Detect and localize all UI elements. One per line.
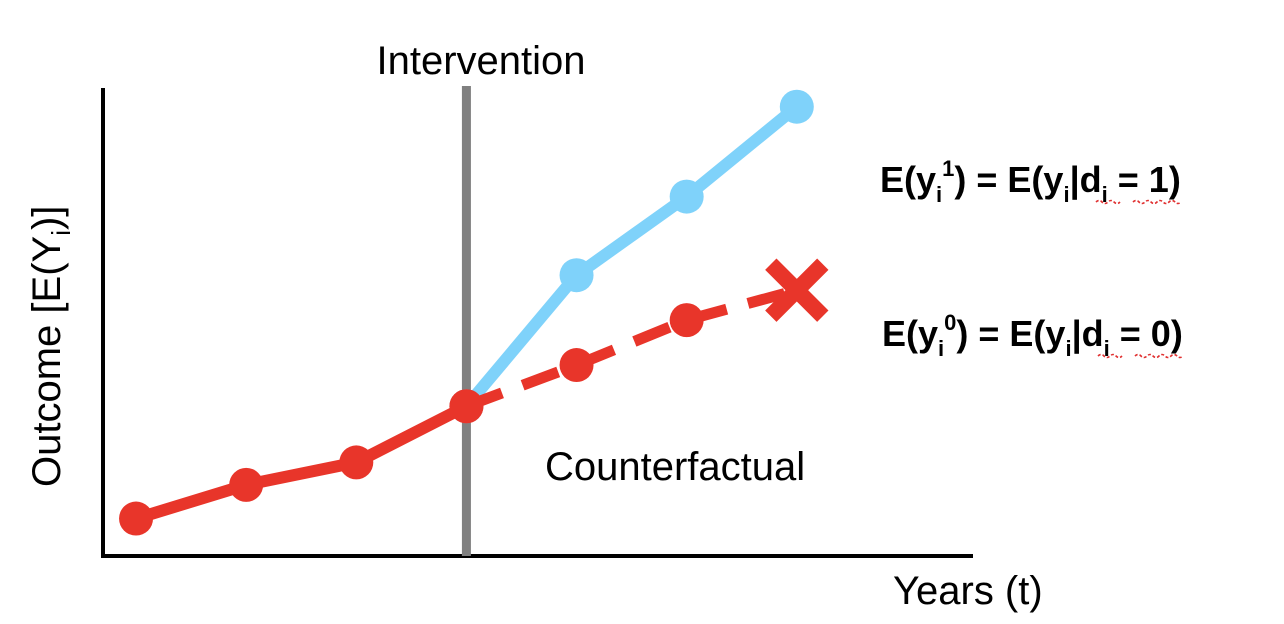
eq0-rhs: = 0) bbox=[1110, 313, 1183, 354]
pre-data-point bbox=[229, 467, 264, 502]
spellcheck-underline bbox=[1132, 199, 1182, 205]
eq1-d: d bbox=[1080, 159, 1102, 200]
pre-data-point bbox=[339, 445, 374, 480]
eq1-d-sub: i bbox=[1102, 182, 1108, 207]
spellcheck-underline bbox=[1095, 199, 1121, 205]
eq1-bar: | bbox=[1070, 159, 1080, 201]
eq0-y-sub: i bbox=[1065, 336, 1071, 361]
treated-data-point bbox=[669, 179, 704, 214]
treated-equation: E(yi1) = E(yi|di = 1) bbox=[880, 156, 1181, 207]
control-equation: E(yi0) = E(yi|di = 0) bbox=[882, 310, 1183, 361]
eq1-y-sub: i bbox=[1063, 182, 1069, 207]
treated-series-line bbox=[461, 102, 801, 411]
intervention-label: Intervention bbox=[376, 39, 585, 83]
treated-data-point bbox=[779, 89, 814, 124]
eq1-lhs: E(y bbox=[880, 159, 936, 200]
spellcheck-underline bbox=[1134, 353, 1184, 359]
eq0-lhs-sub: i bbox=[938, 336, 944, 361]
eq1-mid: ) = E( bbox=[954, 159, 1043, 200]
counterfactual-data-point bbox=[669, 303, 704, 338]
series-layer bbox=[119, 89, 829, 536]
counterfactual-label: Counterfactual bbox=[545, 445, 805, 489]
eq1-y: y bbox=[1043, 159, 1063, 200]
eq0-mid: ) = E( bbox=[956, 313, 1045, 354]
pre-data-point bbox=[449, 389, 484, 424]
y-axis-label-end: )] bbox=[25, 206, 69, 230]
treated-data-point bbox=[559, 258, 594, 293]
counterfactual-end-x-marker bbox=[765, 258, 829, 322]
spellcheck-underline bbox=[1097, 353, 1123, 359]
eq0-d-sub: i bbox=[1104, 336, 1110, 361]
pre-series-line bbox=[134, 400, 470, 525]
y-axis-label: Outcome [E(Yi)] bbox=[25, 206, 76, 487]
eq0-lhs-sup: 0 bbox=[944, 310, 956, 335]
eq0-y: y bbox=[1045, 313, 1065, 354]
eq0-bar: | bbox=[1072, 313, 1082, 355]
pre-data-point bbox=[119, 501, 154, 536]
y-axis-label-main: Outcome [E(Y bbox=[25, 236, 69, 487]
eq1-rhs: = 1) bbox=[1108, 159, 1181, 200]
eq0-lhs: E(y bbox=[882, 313, 938, 354]
x-axis-label: Years (t) bbox=[893, 569, 1043, 613]
counterfactual-data-point bbox=[559, 348, 594, 383]
eq1-lhs-sub: i bbox=[936, 182, 942, 207]
eq1-lhs-sup: 1 bbox=[942, 156, 954, 181]
eq0-d: d bbox=[1082, 313, 1104, 354]
counterfactual-end-x-stroke bbox=[765, 258, 829, 322]
y-axis-label-sub: i bbox=[46, 230, 76, 236]
